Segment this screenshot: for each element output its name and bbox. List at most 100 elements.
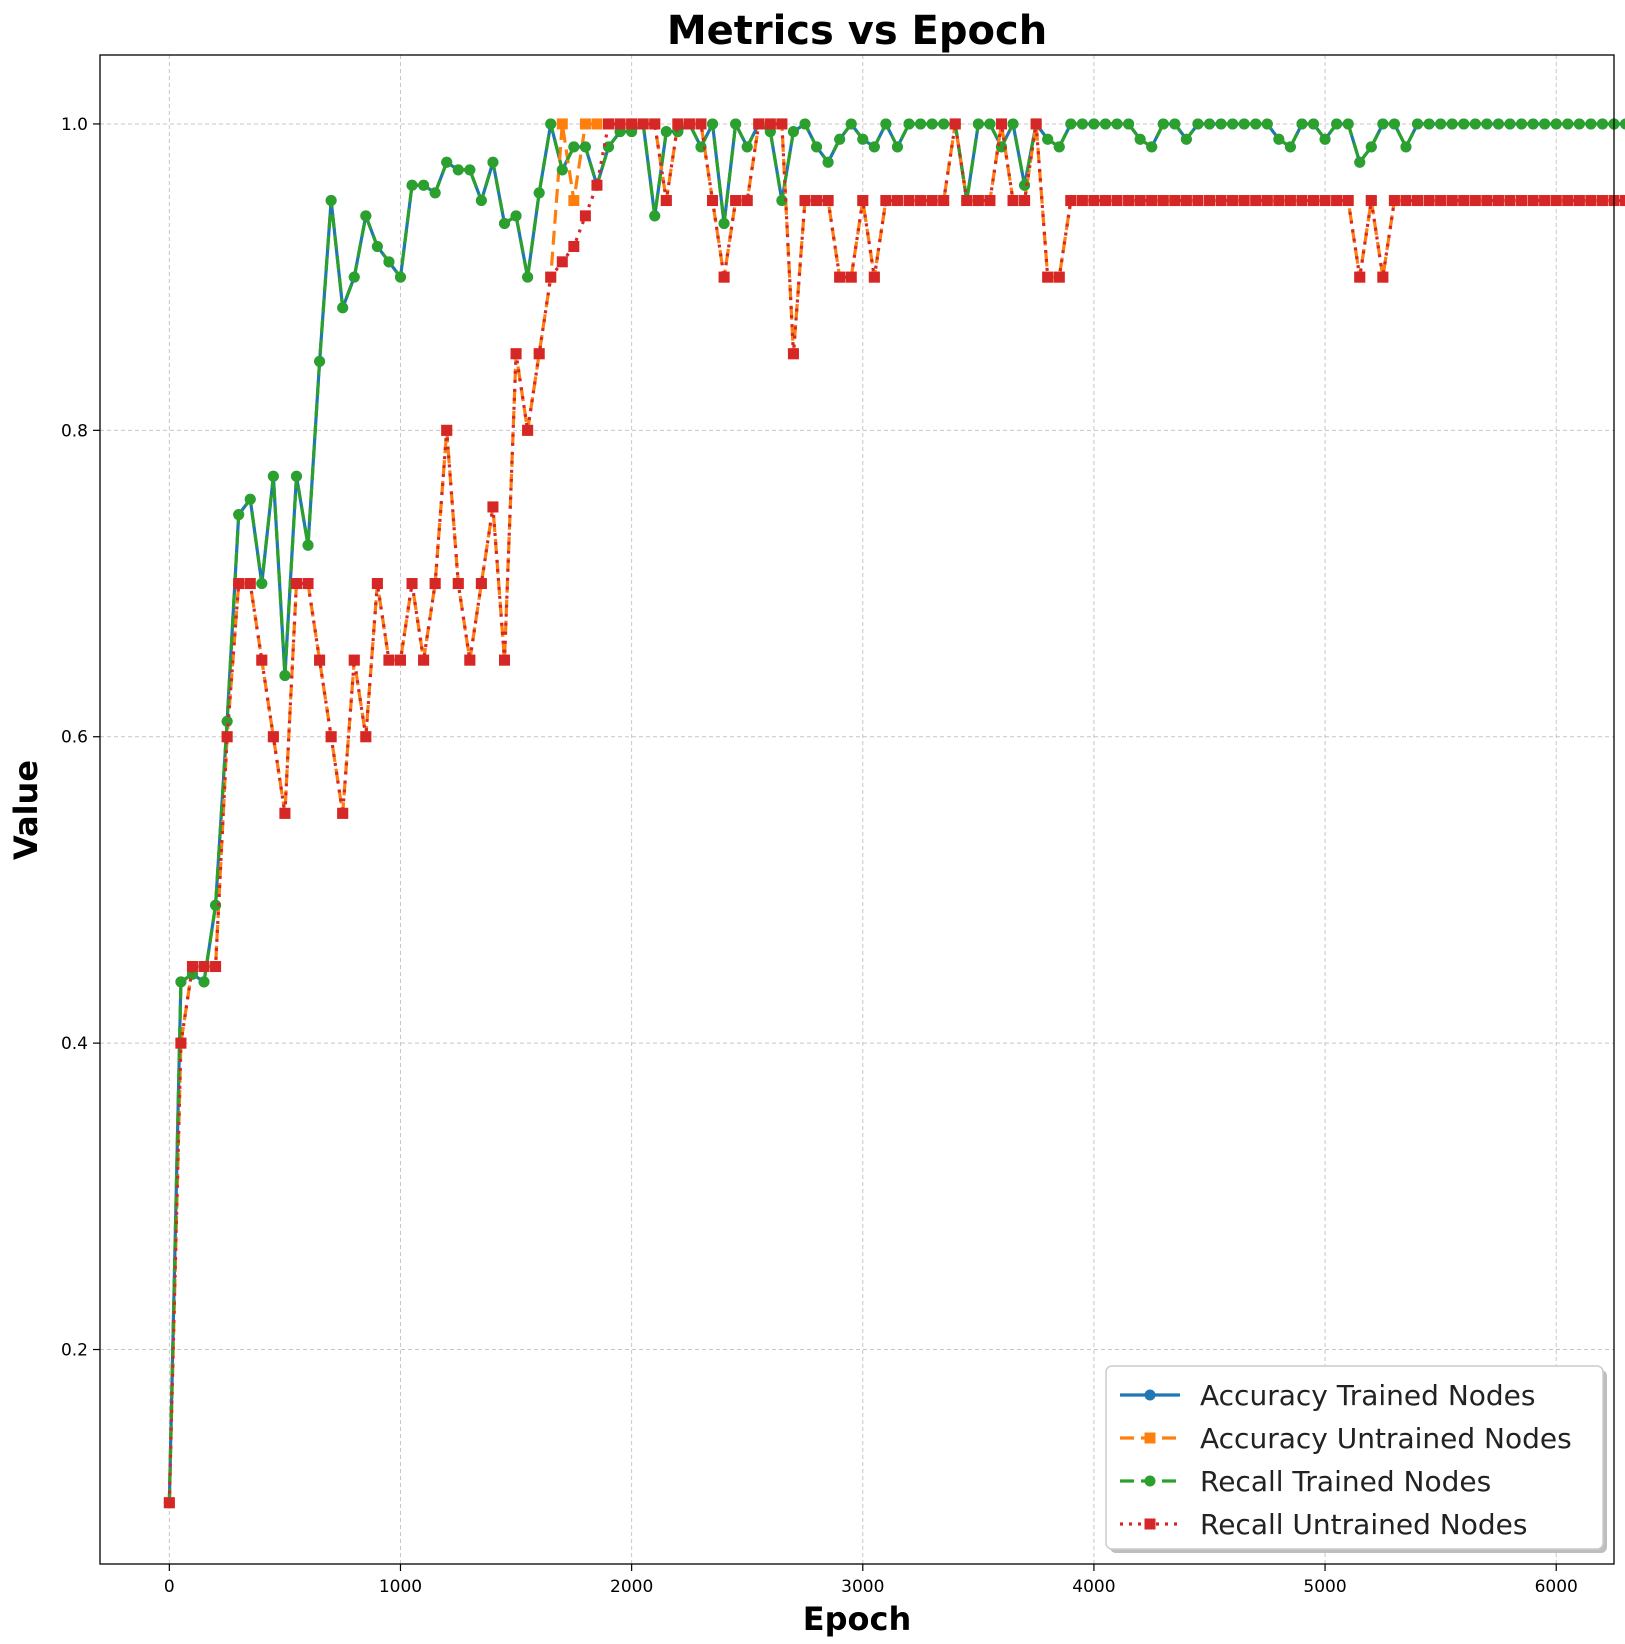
y-tick-label: 0.8 [61,421,88,441]
data-point [233,509,245,521]
data-point [730,118,742,130]
data-point [1076,118,1088,130]
data-point [267,731,279,743]
data-point [614,118,626,130]
legend-label: Accuracy Untrained Nodes [1200,1422,1572,1455]
data-point [718,271,730,283]
data-point [1446,195,1458,207]
y-tick-label: 0.6 [61,728,88,748]
data-point [1169,118,1181,130]
data-point [1573,118,1585,130]
data-point [845,271,857,283]
data-point [418,179,430,191]
data-point [556,256,568,268]
data-point [857,133,869,145]
data-point [244,493,256,505]
data-point [210,899,222,911]
data-point [984,118,996,130]
data-point [1284,141,1296,153]
legend: Accuracy Trained Nodes Accuracy Untrained… [1105,1365,1607,1553]
data-point [1492,195,1504,207]
data-point [348,271,360,283]
data-point [776,195,788,207]
data-point [1504,195,1516,207]
data-point [1481,195,1493,207]
data-point [649,118,661,130]
legend-entries: Accuracy Trained Nodes Accuracy Untrained… [1120,1379,1572,1541]
data-point [1065,195,1077,207]
data-point [1273,195,1285,207]
data-point [1227,118,1239,130]
data-point [811,195,823,207]
data-point [233,578,245,590]
data-point [1076,195,1088,207]
series-layer [163,118,1625,1509]
data-point [1319,133,1331,145]
data-point [267,470,279,482]
y-axis-title: Value [7,760,45,860]
data-point [1550,195,1562,207]
data-point [1400,195,1412,207]
legend-marker [1144,1389,1156,1401]
data-point [545,271,557,283]
data-point [811,141,823,153]
data-point [1250,118,1262,130]
data-point [1042,133,1054,145]
data-point [568,240,580,252]
data-point [1458,195,1470,207]
data-point [1331,118,1343,130]
data-point [1019,195,1031,207]
data-point [1400,141,1412,153]
chart-title: Metrics vs Epoch [667,8,1047,54]
data-point [1539,195,1551,207]
data-point [868,271,880,283]
data-point [822,156,834,168]
series-line [167,122,1625,1503]
data-point [984,195,996,207]
data-point [221,731,233,743]
x-tick-label: 6000 [1535,1577,1578,1597]
data-point [1620,195,1625,207]
data-point [256,654,268,666]
data-point [1446,118,1458,130]
data-point [186,961,198,973]
data-point [1365,141,1377,153]
data-point [1331,195,1343,207]
data-point [545,118,557,130]
data-point [499,218,511,230]
data-point [1620,118,1625,130]
data-point [834,271,846,283]
data-point [290,578,302,590]
data-point [1562,195,1574,207]
data-point [429,578,441,590]
data-point [348,654,360,666]
data-point [891,141,903,153]
data-point [452,578,464,590]
data-point [499,654,511,666]
data-point [1469,195,1481,207]
series-line [167,122,1625,1503]
data-point [1238,118,1250,130]
data-point [730,195,742,207]
data-point [1250,195,1262,207]
data-point [1596,195,1608,207]
data-point [1157,195,1169,207]
data-point [1169,195,1181,207]
y-tick-label: 1.0 [61,115,88,135]
data-point [1539,118,1551,130]
data-point [591,118,603,130]
data-point [1192,118,1204,130]
data-point [1423,195,1435,207]
data-point [764,118,776,130]
data-point [1261,195,1273,207]
data-point [799,118,811,130]
data-point [649,210,661,222]
data-point [1111,195,1123,207]
data-point [683,118,695,130]
data-point [1180,195,1192,207]
data-point [406,578,418,590]
data-point [441,156,453,168]
data-point [672,118,684,130]
data-point [1273,133,1285,145]
